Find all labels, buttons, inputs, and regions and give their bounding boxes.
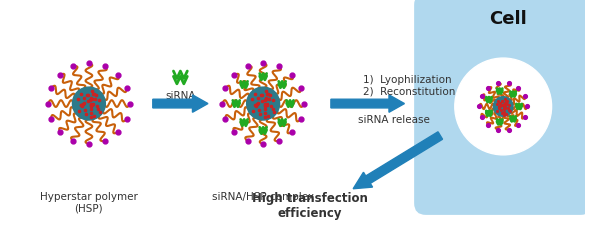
- Circle shape: [455, 58, 552, 155]
- Text: Hyperstar polymer
(HSP): Hyperstar polymer (HSP): [40, 192, 138, 213]
- Text: High transfection
efficiency: High transfection efficiency: [252, 192, 368, 220]
- Polygon shape: [153, 95, 208, 112]
- Text: siRNA: siRNA: [165, 91, 196, 101]
- Text: siRNA/HSP complex: siRNA/HSP complex: [212, 192, 314, 202]
- Circle shape: [73, 87, 105, 120]
- Text: siRNA release: siRNA release: [358, 115, 430, 125]
- Circle shape: [247, 87, 280, 120]
- Polygon shape: [331, 95, 405, 112]
- Text: Cell: Cell: [489, 10, 527, 28]
- FancyBboxPatch shape: [414, 0, 592, 215]
- Polygon shape: [353, 132, 443, 189]
- Circle shape: [493, 97, 513, 116]
- Text: 1)  Lyophilization
2)  Reconstitution: 1) Lyophilization 2) Reconstitution: [363, 74, 455, 96]
